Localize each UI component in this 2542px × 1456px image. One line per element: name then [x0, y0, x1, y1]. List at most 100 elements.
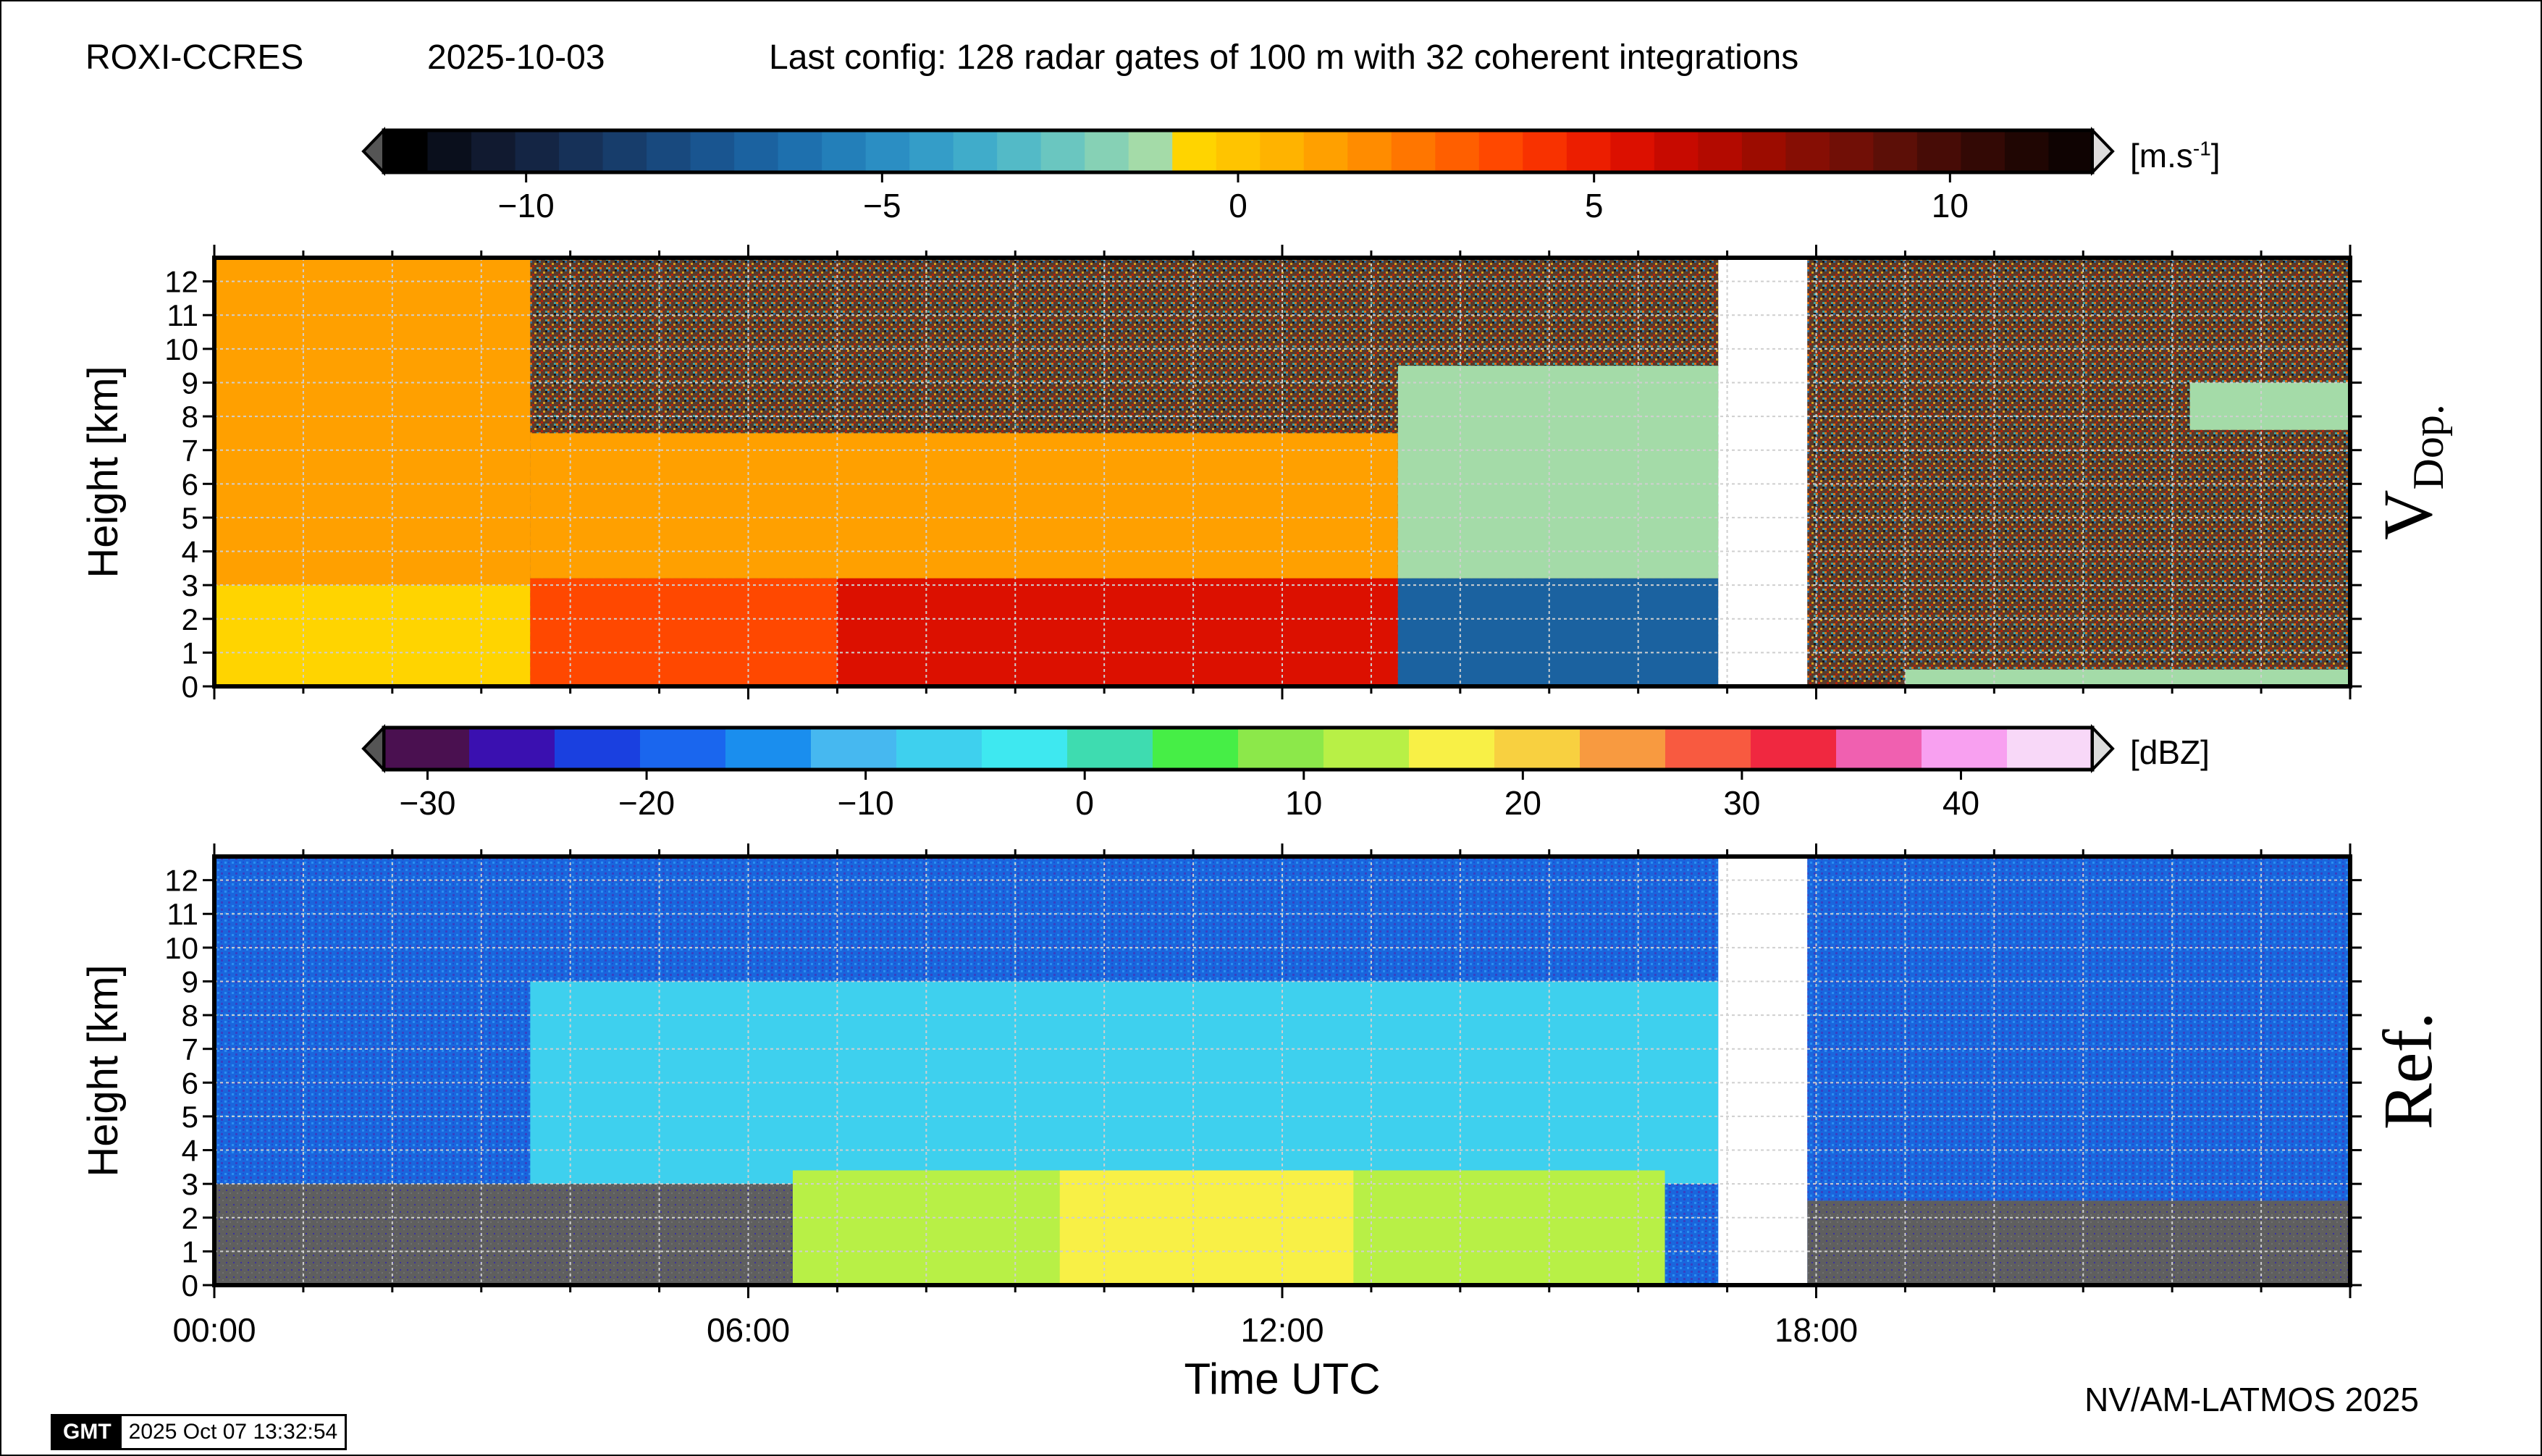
y-tick-label: 12 — [164, 265, 198, 299]
colorbar-tick-label: −10 — [838, 784, 894, 822]
colorbar-swatch — [1961, 130, 2006, 172]
colorbar-swatch — [1566, 130, 1611, 172]
colorbar-swatch — [725, 728, 812, 770]
y-tick-label: 9 — [182, 964, 198, 998]
y-axis-label: Height [km] — [80, 366, 127, 578]
colorbar-swatch — [1494, 728, 1581, 770]
data-gap — [1718, 857, 1808, 1285]
y-tick-label: 4 — [182, 535, 198, 569]
colorbar-tick-label: 10 — [1932, 187, 1969, 224]
y-tick-label: 10 — [164, 931, 198, 965]
colorbar-under-triangle — [361, 127, 385, 176]
data-region — [214, 585, 531, 686]
colorbar-swatch — [515, 130, 560, 172]
x-tick-label: 00:00 — [172, 1311, 256, 1349]
colorbar-swatch — [1238, 728, 1324, 770]
colorbar-tick-label: −20 — [618, 784, 675, 822]
velocity-colorbar: −10 −5 0 5 10 — [361, 127, 2115, 224]
colorbar-swatch — [1922, 728, 2008, 770]
colorbar-swatch — [1409, 728, 1495, 770]
y-tick-label: 7 — [182, 1032, 198, 1066]
y-tick-label: 6 — [182, 467, 198, 501]
data-region — [1059, 1170, 1354, 1285]
colorbar-tick-label: −10 — [498, 187, 555, 224]
y-tick-label: 5 — [182, 1100, 198, 1134]
gmt-logo: GMT — [53, 1416, 122, 1448]
colorbar-swatch — [1654, 130, 1699, 172]
colorbar-swatch — [2007, 728, 2093, 770]
x-axis-label: Time UTC — [1184, 1355, 1380, 1403]
colorbar-swatch — [1829, 130, 1874, 172]
colorbar-swatch — [690, 130, 735, 172]
y-tick-label: 9 — [182, 366, 198, 400]
data-region — [1397, 578, 1719, 686]
colorbar-swatch — [1916, 130, 1962, 172]
y-tick-label: 10 — [164, 332, 198, 366]
colorbar-swatch — [384, 130, 429, 172]
y-tick-label: 0 — [182, 670, 198, 704]
colorbar-swatch — [1040, 130, 1085, 172]
colorbar-swatch — [2048, 130, 2093, 172]
colorbar-swatch — [469, 728, 555, 770]
colorbar-swatch — [1153, 728, 1239, 770]
data-region — [214, 258, 531, 586]
y-tick-label: 12 — [164, 864, 198, 898]
colorbar-tick-label: 0 — [1229, 187, 1247, 224]
colorbar-tick-label: 30 — [1723, 784, 1760, 822]
x-tick-label: 12:00 — [1240, 1311, 1323, 1349]
colorbar-swatch — [602, 130, 647, 172]
y-tick-label: 11 — [167, 298, 198, 332]
colorbar-over-triangle — [2091, 724, 2115, 773]
x-tick-label: 06:00 — [707, 1311, 790, 1349]
y-tick-label: 3 — [182, 1167, 198, 1201]
panel-label: VDop. — [2369, 404, 2452, 540]
colorbar-swatch — [1785, 130, 1830, 172]
colorbar-swatch — [1836, 728, 1922, 770]
reflectivity-colorbar: −30 −20 −10 0 10 20 30 40 — [361, 724, 2115, 822]
y-tick-label: 3 — [182, 568, 198, 602]
colorbar-tick-label: 0 — [1075, 784, 1094, 822]
data-gap — [1718, 258, 1808, 686]
y-axis-label: Height [km] — [80, 964, 127, 1177]
y-tick-label: 1 — [182, 1234, 198, 1268]
data-region — [837, 578, 1398, 686]
data-region — [1905, 669, 2350, 686]
colorbar-tick-label: 40 — [1943, 784, 1979, 822]
colorbar-swatch — [1323, 728, 1410, 770]
colorbar-swatch — [1085, 130, 1129, 172]
colorbar-swatch — [555, 728, 641, 770]
colorbar-over-triangle — [2091, 127, 2115, 176]
y-tick-label: 2 — [182, 1201, 198, 1235]
station-name: ROXI-CCRES — [85, 38, 304, 77]
colorbar-tick-label: −30 — [399, 784, 455, 822]
date-label: 2025-10-03 — [427, 38, 605, 77]
reflectivity-colorbar-unit: [dBZ] — [2130, 733, 2210, 771]
y-tick-label: 4 — [182, 1134, 198, 1168]
y-tick-label: 11 — [167, 897, 198, 931]
colorbar-swatch — [1260, 130, 1305, 172]
colorbar-under-triangle — [361, 724, 385, 773]
colorbar-swatch — [384, 728, 470, 770]
colorbar-swatch — [909, 130, 954, 172]
colorbar-tick-label: 20 — [1504, 784, 1541, 822]
y-tick-label: 1 — [182, 636, 198, 670]
data-region — [1807, 1200, 2350, 1285]
y-tick-label: 8 — [182, 998, 198, 1032]
colorbar-swatch — [1610, 130, 1655, 172]
colorbar-swatch — [1523, 130, 1567, 172]
colorbar-swatch — [559, 130, 604, 172]
y-tick-label: 5 — [182, 501, 198, 535]
colorbar-swatch — [822, 130, 867, 172]
gmt-timestamp: GMT 2025 Oct 07 13:32:54 — [51, 1414, 348, 1450]
colorbar-swatch — [865, 130, 910, 172]
colorbar-swatch — [1478, 130, 1523, 172]
colorbar-swatch — [811, 728, 897, 770]
y-tick-label: 2 — [182, 602, 198, 636]
y-tick-label: 8 — [182, 400, 198, 434]
panel-label-sub: Dop. — [2404, 404, 2452, 489]
credit-label: NV/AM-LATMOS 2025 — [2084, 1381, 2419, 1418]
colorbar-swatch — [1873, 130, 1918, 172]
